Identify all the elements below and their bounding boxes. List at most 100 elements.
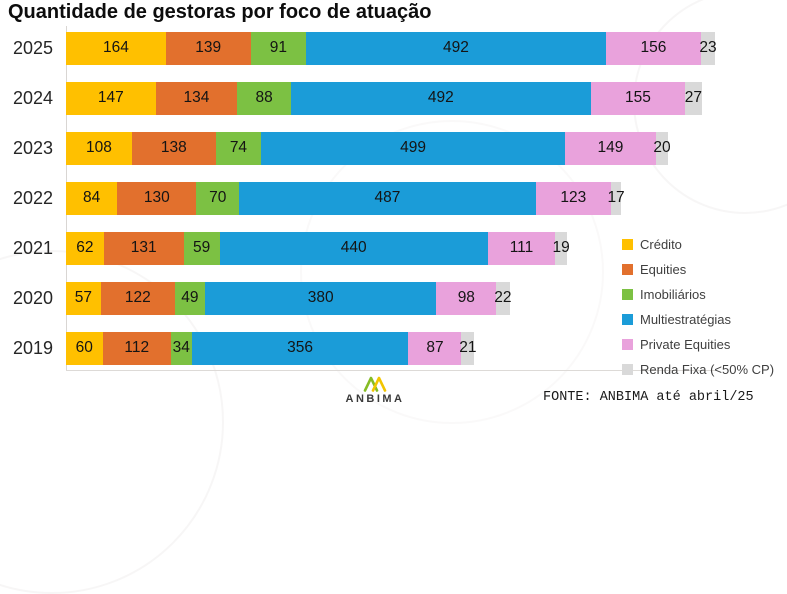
bar-value-label: 21 bbox=[459, 339, 477, 357]
chart-row: 2025 164 139 91 492 156 23 bbox=[0, 23, 760, 73]
source-note: FONTE: ANBIMA até abril/25 bbox=[543, 390, 754, 405]
bar-value-label: 84 bbox=[82, 189, 101, 207]
bar-value-label: 57 bbox=[74, 289, 92, 307]
bar-value-label: 149 bbox=[597, 139, 624, 157]
bar-segment-multiestrat-gias: 440 bbox=[219, 231, 488, 265]
bar-value-label: 147 bbox=[97, 89, 124, 107]
year-label: 2020 bbox=[12, 287, 54, 308]
bar-track: 164 139 91 492 156 23 bbox=[66, 31, 717, 65]
legend-item: Renda Fixa (<50% CP) bbox=[622, 357, 774, 382]
bar-value-label: 34 bbox=[172, 339, 190, 357]
bar-segment-renda-fixa-50-cp-: 19 bbox=[552, 231, 570, 265]
bar-segment-equities: 138 bbox=[131, 131, 216, 165]
bar-track: 108 138 74 499 149 20 bbox=[66, 131, 671, 165]
legend-item: Private Equities bbox=[622, 332, 774, 357]
bar-segment-multiestrat-gias: 356 bbox=[191, 331, 409, 365]
bar-value-label: 492 bbox=[427, 89, 454, 107]
bar-segment-renda-fixa-50-cp-: 27 bbox=[684, 81, 703, 115]
bar-segment-private-equities: 156 bbox=[605, 31, 701, 65]
bar-value-label: 155 bbox=[624, 89, 651, 107]
chart-row: 2020 57 122 49 380 98 22 bbox=[0, 273, 760, 323]
bar-segment-private-equities: 149 bbox=[565, 131, 656, 165]
legend-swatch-icon bbox=[622, 239, 633, 250]
legend-label: Imobiliários bbox=[640, 287, 706, 302]
bar-track: 84 130 70 487 123 17 bbox=[66, 181, 625, 215]
legend-swatch-icon bbox=[622, 264, 633, 275]
bar-segment-equities: 112 bbox=[102, 331, 171, 365]
year-label: 2022 bbox=[12, 187, 54, 208]
bar-segment-equities: 122 bbox=[100, 281, 175, 315]
stacked-bar-chart: 2025 164 139 91 492 156 23 2024 147 134 88 492 155 27… bbox=[0, 23, 760, 373]
bar-segment-cr-dito: 62 bbox=[66, 231, 104, 265]
bar-value-label: 23 bbox=[699, 39, 717, 57]
bar-segment-multiestrat-gias: 499 bbox=[260, 131, 566, 165]
bar-segment-private-equities: 155 bbox=[590, 81, 686, 115]
bar-value-label: 27 bbox=[684, 89, 703, 107]
bar-value-label: 62 bbox=[76, 239, 94, 257]
bar-segment-cr-dito: 57 bbox=[66, 281, 101, 315]
bar-value-label: 134 bbox=[183, 89, 210, 107]
bar-value-label: 122 bbox=[124, 289, 151, 307]
bar-segment-imobili-rios: 88 bbox=[237, 81, 291, 115]
legend-label: Multiestratégias bbox=[640, 312, 732, 327]
bar-segment-equities: 134 bbox=[155, 81, 238, 115]
bar-segment-imobili-rios: 70 bbox=[196, 181, 240, 215]
bar-segment-cr-dito: 108 bbox=[66, 131, 132, 165]
bar-track: 147 134 88 492 155 27 bbox=[66, 81, 703, 115]
bar-value-label: 380 bbox=[307, 289, 334, 307]
bar-value-label: 91 bbox=[269, 39, 287, 57]
bar-value-label: 138 bbox=[160, 139, 187, 157]
bar-value-label: 22 bbox=[494, 289, 512, 307]
year-label: 2025 bbox=[12, 37, 54, 58]
chart-row: 2024 147 134 88 492 155 27 bbox=[0, 73, 760, 123]
chart-row: 2019 60 112 34 356 87 21 bbox=[0, 323, 760, 373]
legend-label: Private Equities bbox=[640, 337, 731, 352]
legend-item: Equities bbox=[622, 257, 774, 282]
bar-segment-cr-dito: 84 bbox=[66, 181, 118, 215]
anbima-logo-text: ANBIMA bbox=[345, 393, 405, 405]
bar-segment-private-equities: 111 bbox=[487, 231, 556, 265]
bar-track: 60 112 34 356 87 21 bbox=[66, 331, 477, 365]
bar-segment-cr-dito: 147 bbox=[66, 81, 156, 115]
bar-value-label: 88 bbox=[255, 89, 273, 107]
bar-segment-renda-fixa-50-cp-: 23 bbox=[699, 31, 717, 65]
bar-value-label: 487 bbox=[374, 189, 401, 207]
bar-value-label: 131 bbox=[130, 239, 157, 257]
bar-value-label: 112 bbox=[124, 339, 150, 357]
bar-segment-private-equities: 87 bbox=[408, 331, 462, 365]
legend-item: Imobiliários bbox=[622, 282, 774, 307]
legend-label: Equities bbox=[640, 262, 687, 277]
bar-value-label: 59 bbox=[192, 239, 211, 257]
bar-segment-imobili-rios: 34 bbox=[170, 331, 192, 365]
anbima-logo-icon bbox=[363, 376, 387, 392]
bar-value-label: 17 bbox=[607, 189, 625, 207]
bar-segment-multiestrat-gias: 380 bbox=[204, 281, 437, 315]
bar-segment-imobili-rios: 59 bbox=[183, 231, 220, 265]
bar-segment-multiestrat-gias: 492 bbox=[306, 31, 606, 65]
bar-value-label: 74 bbox=[229, 139, 248, 157]
bar-segment-imobili-rios: 74 bbox=[215, 131, 261, 165]
bar-segment-imobili-rios: 91 bbox=[250, 31, 307, 65]
bar-segment-equities: 130 bbox=[117, 181, 197, 215]
chart-row: 2023 108 138 74 499 149 20 bbox=[0, 123, 760, 173]
anbima-logo: ANBIMA bbox=[337, 375, 413, 405]
chart-row: 2021 62 131 59 440 111 19 bbox=[0, 223, 760, 273]
bar-value-label: 123 bbox=[560, 189, 587, 207]
bar-value-label: 87 bbox=[426, 339, 444, 357]
bar-segment-renda-fixa-50-cp-: 22 bbox=[494, 281, 512, 315]
bar-segment-private-equities: 123 bbox=[535, 181, 611, 215]
legend-swatch-icon bbox=[622, 289, 633, 300]
bar-segment-renda-fixa-50-cp-: 21 bbox=[459, 331, 477, 365]
bar-value-label: 356 bbox=[287, 339, 313, 357]
bar-track: 62 131 59 440 111 19 bbox=[66, 231, 570, 265]
bar-value-label: 60 bbox=[75, 339, 93, 357]
bar-segment-private-equities: 98 bbox=[436, 281, 497, 315]
legend-swatch-icon bbox=[622, 314, 633, 325]
bar-track: 57 122 49 380 98 22 bbox=[66, 281, 512, 315]
bar-segment-multiestrat-gias: 487 bbox=[239, 181, 536, 215]
x-axis-line bbox=[66, 370, 716, 371]
year-label: 2024 bbox=[12, 87, 54, 108]
bar-segment-multiestrat-gias: 492 bbox=[290, 81, 591, 115]
bar-value-label: 108 bbox=[85, 139, 112, 157]
bar-value-label: 492 bbox=[443, 39, 469, 57]
